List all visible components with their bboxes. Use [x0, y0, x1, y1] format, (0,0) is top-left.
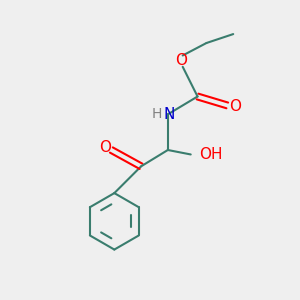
Text: H: H — [152, 107, 162, 121]
Text: O: O — [99, 140, 111, 154]
Text: O: O — [175, 53, 187, 68]
Text: OH: OH — [199, 147, 223, 162]
Text: N: N — [164, 107, 175, 122]
Text: O: O — [229, 99, 241, 114]
